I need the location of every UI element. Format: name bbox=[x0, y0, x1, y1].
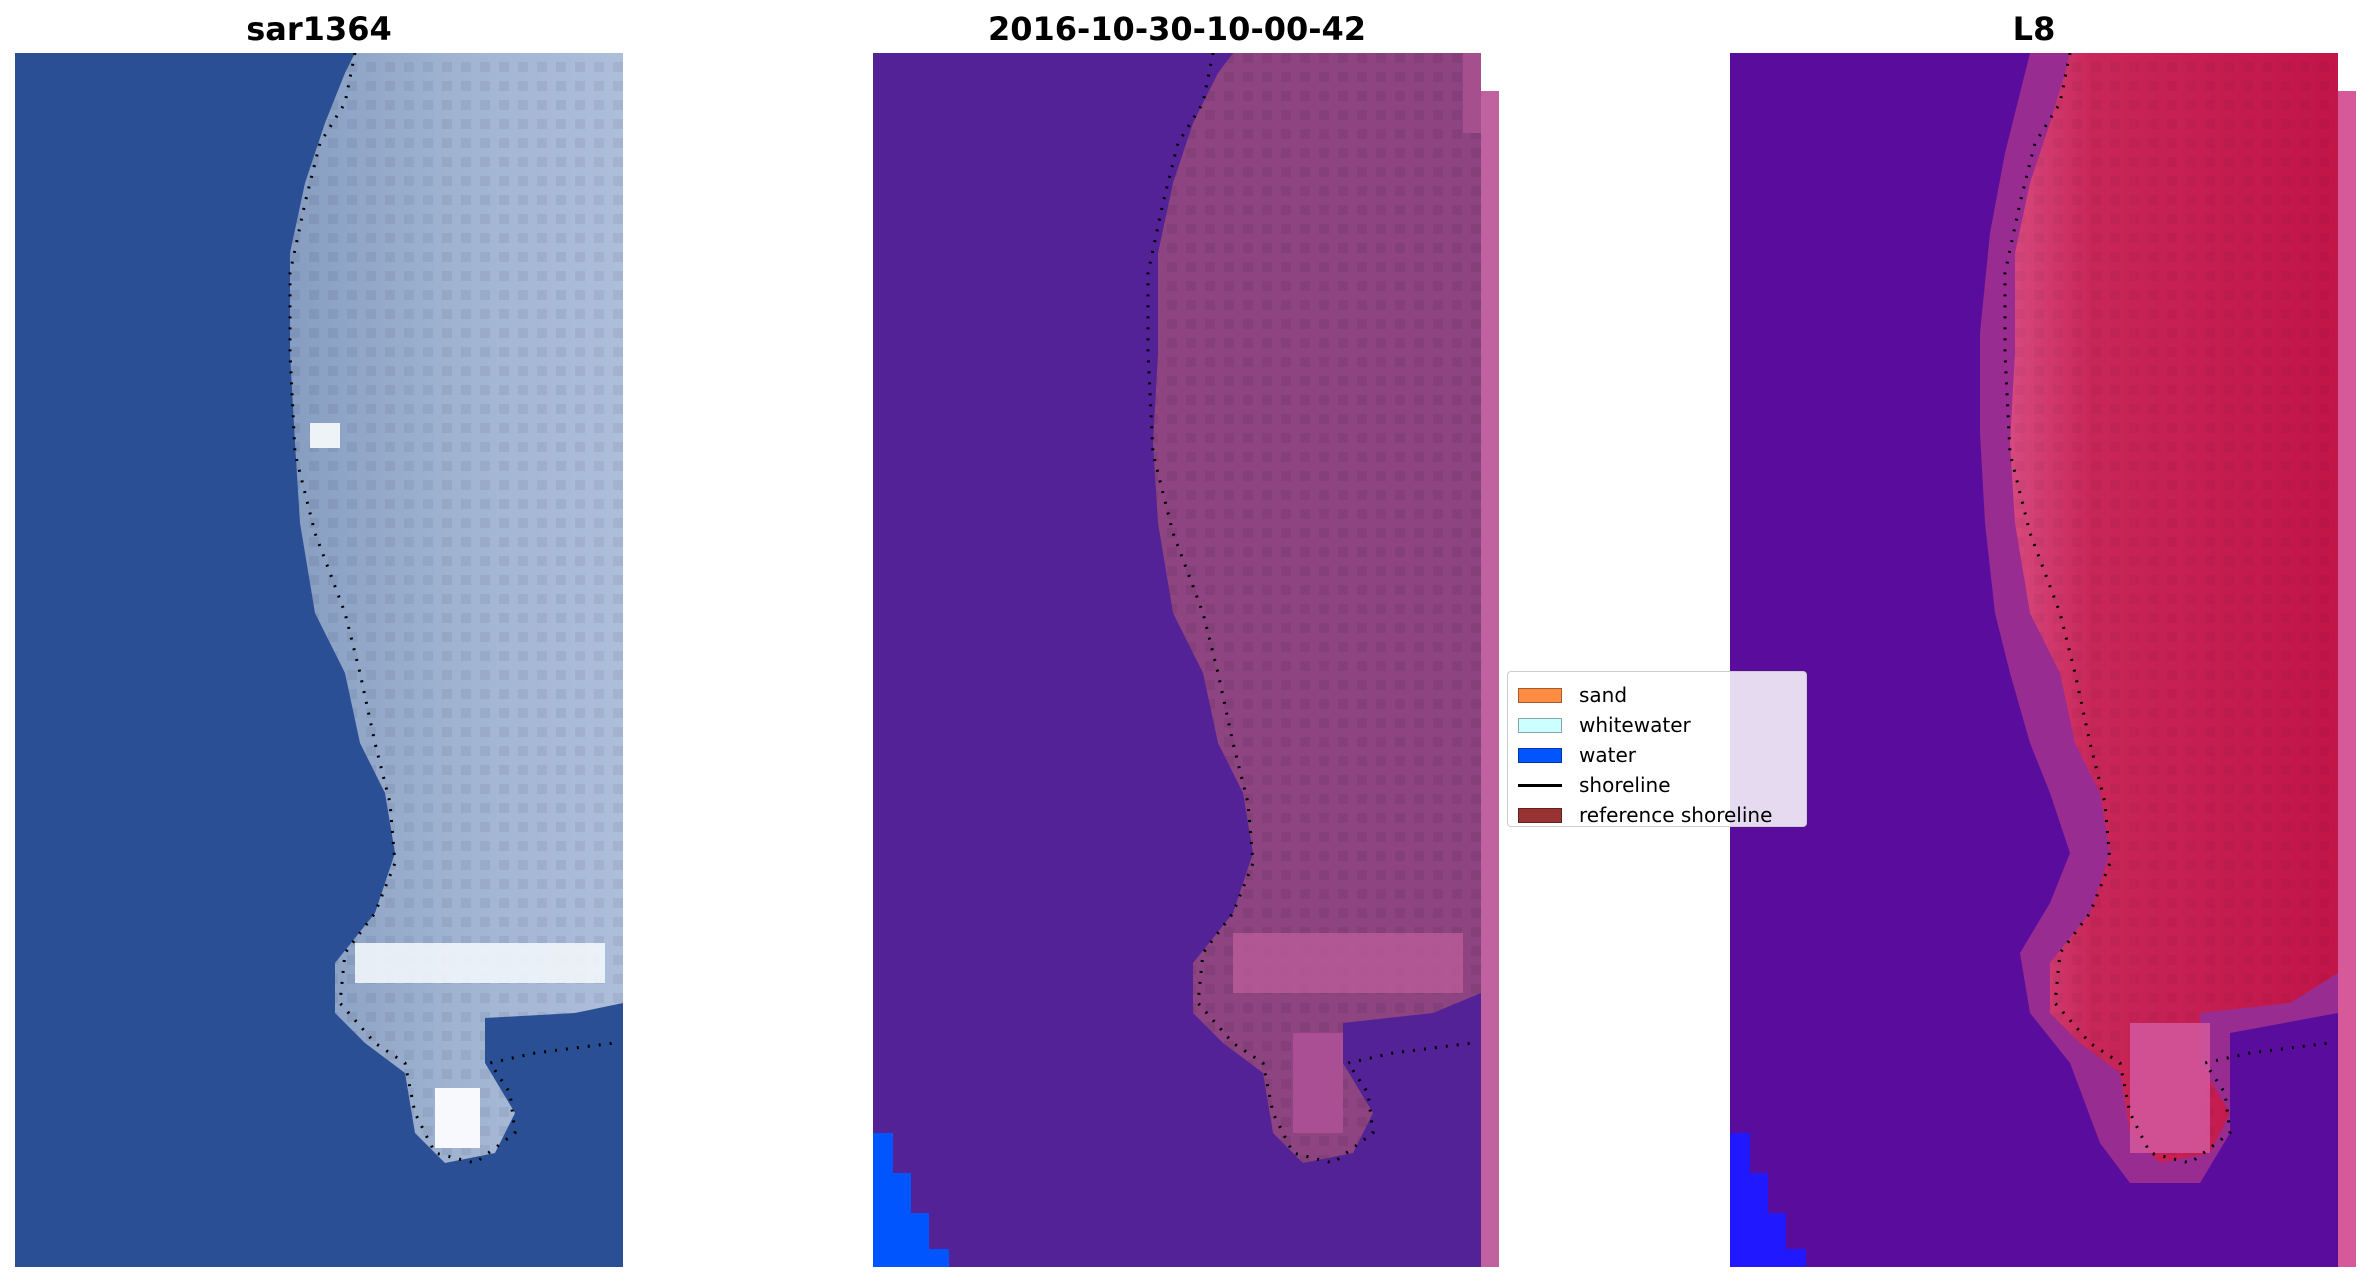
index-edge-strip bbox=[2338, 91, 2356, 1267]
index-image bbox=[1730, 53, 2356, 1267]
rgb-image-panel bbox=[15, 53, 623, 1267]
classified-image-panel bbox=[873, 53, 1499, 1267]
index-water-class bbox=[1730, 1133, 1806, 1267]
legend-item-water: water bbox=[1508, 740, 1806, 770]
legend-line-shoreline bbox=[1518, 783, 1562, 787]
legend-item-shoreline: shoreline bbox=[1508, 770, 1806, 800]
legend-label-reference-shoreline: reference shoreline bbox=[1579, 803, 1773, 827]
classified-water-class bbox=[873, 1133, 949, 1267]
legend-swatch-reference-shoreline bbox=[1518, 807, 1562, 823]
legend-swatch-sand bbox=[1518, 687, 1562, 703]
legend-swatch-water bbox=[1518, 747, 1562, 763]
rgb-image bbox=[15, 53, 623, 1267]
legend-item-whitewater: whitewater bbox=[1508, 710, 1806, 740]
classified-edge-strip bbox=[1481, 91, 1499, 1267]
legend-item-reference-shoreline: reference shoreline bbox=[1508, 800, 1806, 830]
rgb-whitewater bbox=[355, 943, 605, 983]
panel-title-index: L8 bbox=[2012, 10, 2056, 48]
legend-item-sand: sand bbox=[1508, 680, 1806, 710]
legend: sand whitewater water shoreline referenc… bbox=[1507, 671, 1807, 827]
index-image-panel bbox=[1730, 53, 2356, 1267]
legend-label-water: water bbox=[1579, 743, 1636, 767]
legend-swatch-whitewater bbox=[1518, 717, 1562, 733]
panel-title-classified: 2016-10-30-10-00-42 bbox=[987, 10, 1367, 48]
panel-title-rgb: sar1364 bbox=[246, 10, 392, 48]
legend-label-shoreline: shoreline bbox=[1579, 773, 1671, 797]
legend-label-sand: sand bbox=[1579, 683, 1628, 707]
legend-label-whitewater: whitewater bbox=[1579, 713, 1691, 737]
classified-image bbox=[873, 53, 1499, 1267]
